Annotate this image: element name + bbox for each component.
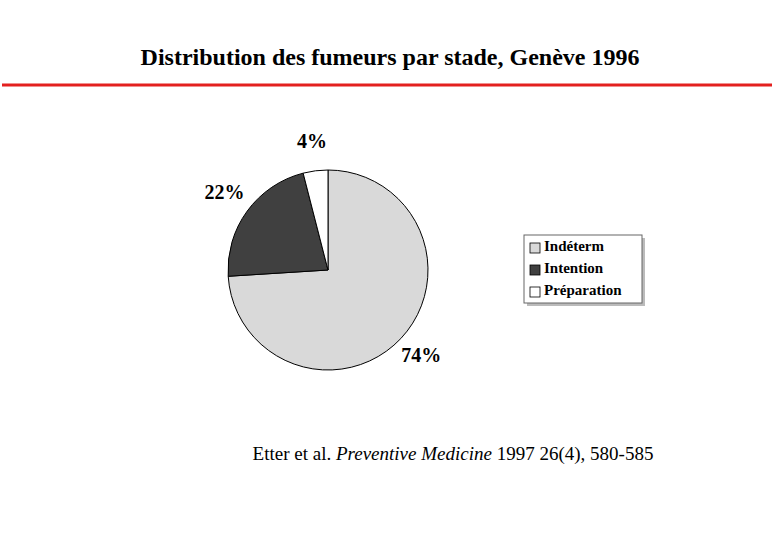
legend-label: Intention: [544, 260, 604, 276]
source-journal: Preventive Medicine: [335, 443, 492, 464]
data-label: 74%: [401, 344, 441, 366]
pie-slice: [303, 170, 328, 270]
chart: Distribution des fumeurs par stade, Genè…: [0, 0, 780, 540]
legend-label: Indéterm: [544, 238, 604, 254]
title-rule: [2, 84, 772, 87]
legend-swatch: [530, 287, 540, 297]
title: Distribution des fumeurs par stade, Genè…: [141, 44, 640, 70]
legend: Indéterm Intention Préparation: [524, 235, 645, 306]
pie: [228, 170, 428, 370]
legend-label: Préparation: [544, 282, 622, 298]
legend-swatch: [530, 265, 540, 275]
legend-swatch: [530, 243, 540, 253]
pie-slice: [228, 170, 428, 370]
source-citation: 1997 26(4), 580-585: [497, 443, 654, 465]
data-label: 22%: [204, 181, 244, 203]
legend-box: [524, 235, 642, 303]
source: Etter et al. Preventive Medicine 1997 26…: [253, 443, 654, 465]
data-labels: 74% 22% 4%: [204, 130, 441, 367]
data-label: 4%: [297, 130, 327, 152]
source-authors: Etter et al.: [253, 443, 332, 464]
